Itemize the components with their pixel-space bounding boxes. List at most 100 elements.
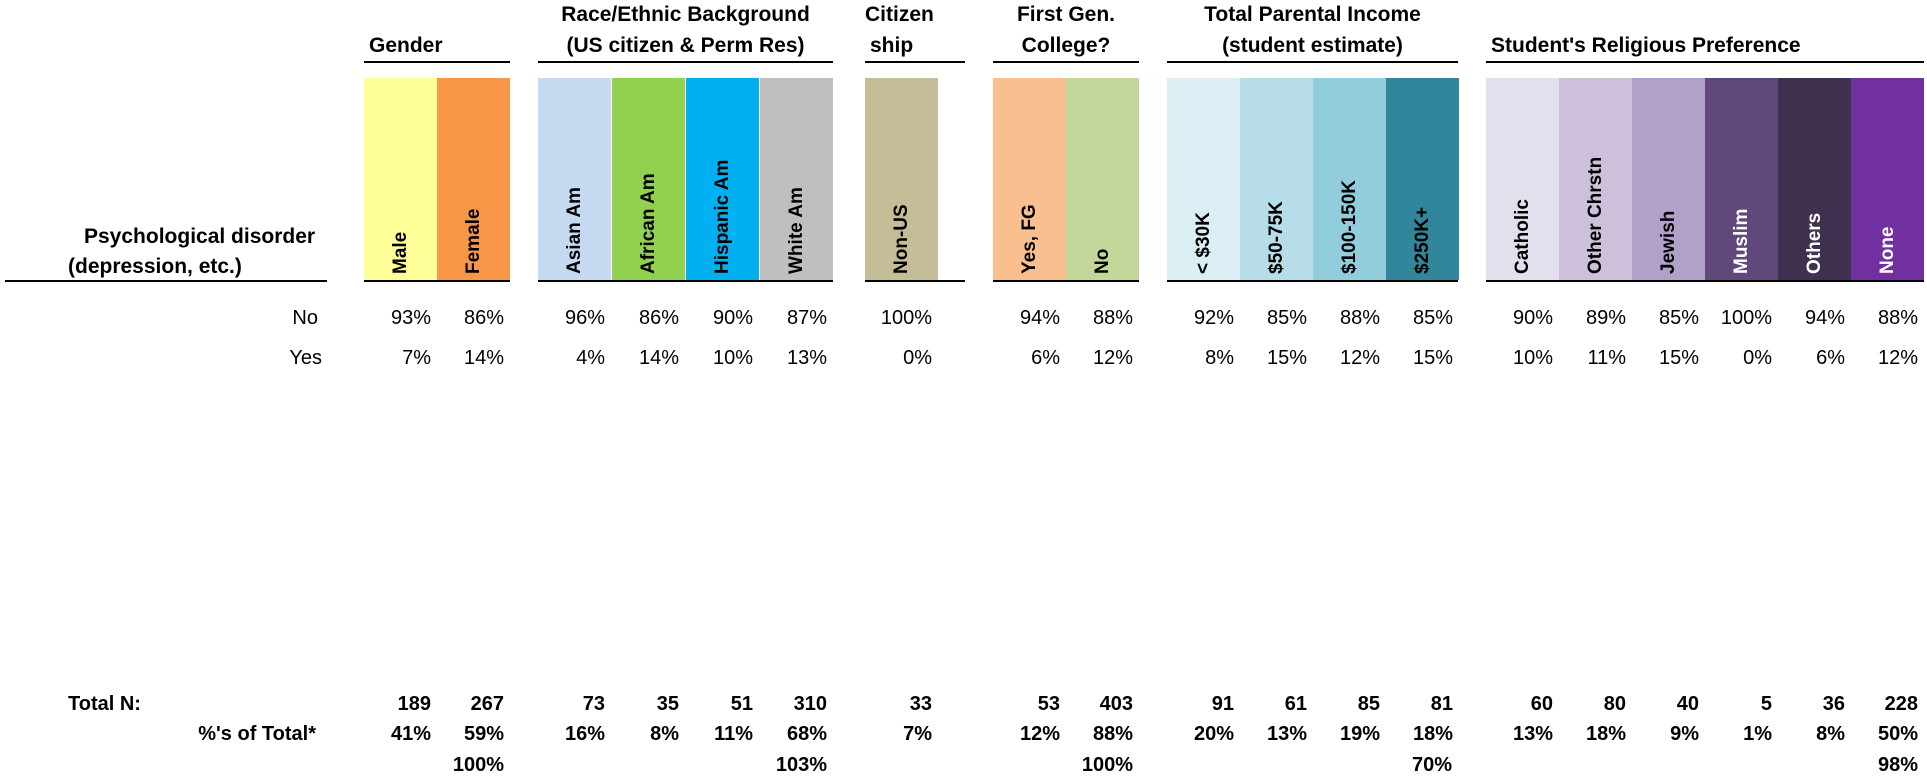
column-header-band: Muslim [1705,78,1778,280]
cell-pct-total: 18% [1412,723,1453,745]
cell-total-n: 53 [1037,693,1060,715]
group-header-line2: Gender [369,34,443,57]
cell-no: 88% [1092,307,1133,329]
column-header-band: Hispanic Am [686,78,759,280]
cell-total-n: 80 [1603,693,1626,715]
column-header-band: Female [437,78,510,280]
cell-pct-total: 12% [1019,723,1060,745]
column-header-label: No [1091,248,1113,274]
group-header-line1: Race/Ethnic Background [561,3,810,26]
cell-yes: 15% [1658,347,1699,369]
cell-yes: 15% [1412,347,1453,369]
cell-yes: 0% [1743,347,1772,369]
cell-no: 85% [1266,307,1307,329]
cell-pct-total: 68% [786,723,827,745]
cell-pct-total: 1% [1743,723,1772,745]
group-baseline [538,280,833,282]
row-label-no: No [292,307,318,329]
group-baseline [364,280,510,282]
cell-pct-total: 9% [1670,723,1699,745]
cell-total-n: 267 [470,693,504,715]
group-header-line2: (US citizen & Perm Res) [566,34,805,57]
cell-no: 100% [880,307,932,329]
column-header-label: Other Chrstn [1584,156,1606,274]
column-header-band: Other Chrstn [1559,78,1632,280]
column-header-label: Others [1803,212,1825,274]
cell-pct-total: 11% [714,723,753,745]
column-header-band: Yes, FG [993,78,1066,280]
cell-pct-total: 13% [1512,723,1553,745]
cell-total-n: 51 [730,693,753,715]
column-header-band: < $30K [1167,78,1240,280]
group-total-pct: 70% [1411,754,1452,776]
cell-no: 94% [1804,307,1845,329]
cell-yes: 12% [1339,347,1380,369]
group-underline [538,61,833,63]
column-header-band: Asian Am [538,78,611,280]
group-header-line1: Citizen [865,3,934,26]
cell-no: 94% [1019,307,1060,329]
group-baseline [993,280,1139,282]
cell-no: 88% [1877,307,1918,329]
cell-pct-total: 19% [1339,723,1380,745]
column-header-label: White Am [785,187,807,274]
cell-total-n: 5 [1760,693,1772,715]
group-baseline [1486,280,1924,282]
column-header-label: $50-75K [1265,201,1287,274]
column-header-label: $100-150K [1338,179,1360,274]
cell-total-n: 310 [793,693,827,715]
column-header-label: None [1876,226,1898,275]
column-header-band: White Am [760,78,833,280]
cell-total-n: 36 [1822,693,1845,715]
cell-pct-total: 18% [1585,723,1626,745]
group-header-line1: First Gen. [1016,3,1116,26]
group-total-pct: 100% [452,754,504,776]
column-header-label: Male [389,231,411,274]
cell-total-n: 61 [1284,693,1307,715]
cell-no: 85% [1658,307,1699,329]
row-label-total-n: Total N: [68,693,141,715]
cell-total-n: 73 [582,693,605,715]
group-baseline [865,280,965,282]
column-header-label: $250K+ [1411,206,1433,274]
cell-yes: 10% [1512,347,1553,369]
cell-yes: 4% [576,347,605,369]
cell-pct-total: 13% [1266,723,1307,745]
group-header-line2: Student's Religious Preference [1491,34,1801,57]
row-label-pct-total: %'s of Total* [198,723,316,745]
cell-total-n: 60 [1530,693,1553,715]
column-header-band: Non-US [865,78,938,280]
cell-yes: 13% [786,347,827,369]
column-header-band: African Am [612,78,685,280]
cell-no: 100% [1720,307,1772,329]
cell-total-n: 403 [1099,693,1133,715]
cell-no: 85% [1412,307,1453,329]
group-total-pct: 103% [775,754,827,776]
cell-total-n: 85 [1357,693,1380,715]
column-header-label: Female [462,208,484,274]
cell-no: 88% [1339,307,1380,329]
cell-yes: 15% [1266,347,1307,369]
group-header-line1: Total Parental Income [1204,3,1421,26]
column-header-label: Jewish [1657,210,1679,274]
cell-yes: 6% [1031,347,1060,369]
cell-pct-total: 20% [1193,723,1234,745]
cell-total-n: 228 [1884,693,1918,715]
cell-pct-total: 59% [463,723,504,745]
column-header-band: Jewish [1632,78,1705,280]
cell-yes: 7% [402,347,431,369]
cell-yes: 12% [1877,347,1918,369]
cell-total-n: 35 [656,693,679,715]
cell-yes: 6% [1816,347,1845,369]
group-header-line2: (student estimate) [1222,34,1403,57]
group-header-line2: College? [1021,34,1111,57]
column-header-label: Hispanic Am [711,159,733,274]
title-underline [5,280,327,282]
column-header-band: $100-150K [1313,78,1386,280]
column-header-label: Non-US [890,204,912,274]
cell-yes: 11% [1587,347,1626,369]
group-baseline [1167,280,1458,282]
cell-yes: 10% [712,347,753,369]
group-underline [364,61,510,63]
cell-total-n: 40 [1676,693,1699,715]
